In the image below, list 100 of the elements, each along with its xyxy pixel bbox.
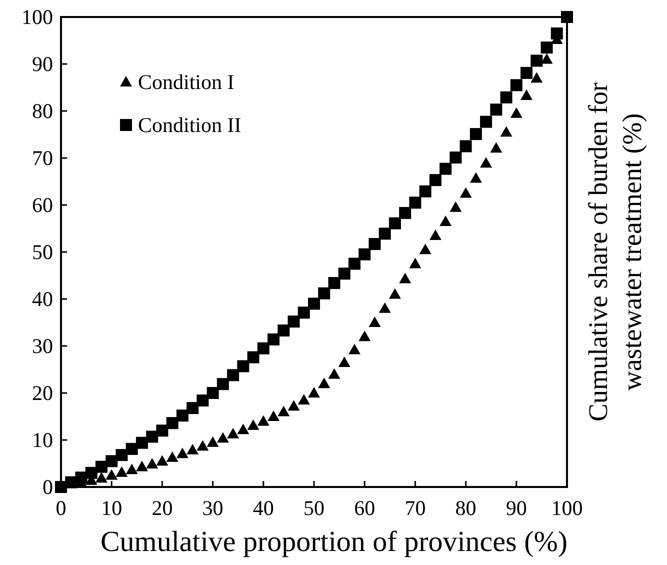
x-tick-label: 60	[354, 496, 376, 520]
point	[470, 172, 482, 183]
point	[146, 430, 158, 443]
point	[227, 369, 240, 382]
y-tick-label: 80	[32, 99, 53, 123]
point	[268, 410, 280, 421]
point	[318, 378, 330, 388]
point	[348, 344, 360, 354]
point	[388, 217, 401, 230]
point	[409, 258, 422, 268]
point	[500, 91, 512, 104]
point	[106, 455, 118, 468]
y-tick-label: 60	[32, 193, 53, 217]
y-tick-label: 70	[32, 146, 53, 170]
point	[561, 11, 573, 23]
point	[490, 104, 502, 116]
point	[308, 298, 320, 310]
point	[450, 152, 462, 164]
point	[419, 185, 432, 198]
point	[318, 287, 330, 300]
point	[520, 89, 533, 100]
y-tick-label: 90	[32, 52, 53, 76]
point	[237, 360, 250, 372]
legend-label: Condition II	[138, 113, 242, 137]
point	[106, 469, 118, 480]
point	[227, 428, 240, 438]
point	[247, 419, 260, 430]
point	[288, 400, 300, 411]
x-tick-label: 40	[252, 496, 274, 520]
point	[298, 306, 310, 319]
x-tick-label: 90	[506, 496, 527, 520]
point	[216, 432, 229, 443]
y-tick-label: 10	[32, 428, 53, 452]
point	[146, 458, 158, 468]
point	[176, 448, 188, 458]
x-tick-label: 10	[101, 496, 122, 520]
point	[116, 466, 128, 477]
point	[378, 228, 391, 240]
point	[348, 258, 360, 270]
point	[166, 417, 178, 430]
point	[328, 277, 340, 290]
point	[237, 424, 250, 434]
x-tick-label: 80	[455, 496, 476, 520]
point	[530, 54, 543, 67]
point	[278, 406, 290, 416]
point	[540, 42, 553, 54]
point	[156, 424, 168, 437]
point	[460, 140, 472, 152]
point	[156, 455, 168, 466]
point	[490, 142, 502, 153]
point	[530, 72, 543, 83]
point	[399, 206, 412, 219]
point	[126, 442, 138, 455]
point	[206, 387, 219, 399]
y-tick-label: 20	[32, 381, 53, 405]
point	[550, 27, 563, 40]
point	[196, 440, 209, 451]
y-tick-label: 40	[32, 287, 53, 311]
point	[216, 378, 229, 390]
point	[196, 394, 209, 407]
legend-label: Condition I	[138, 70, 234, 94]
point	[176, 410, 188, 422]
point	[440, 162, 452, 175]
point	[186, 444, 199, 454]
x-axis-title: Cumulative proportion of provinces (%)	[100, 526, 568, 558]
point	[368, 316, 381, 327]
point	[388, 288, 401, 299]
point	[500, 126, 512, 137]
point	[257, 342, 270, 354]
point	[206, 436, 219, 447]
point	[95, 472, 108, 483]
x-tick-label: 70	[404, 496, 426, 520]
y-tick-label: 0	[42, 475, 53, 499]
point	[278, 324, 290, 336]
point	[298, 394, 310, 405]
point	[257, 415, 270, 426]
point	[429, 174, 442, 186]
point	[358, 248, 371, 260]
point	[429, 230, 442, 240]
point	[288, 316, 300, 328]
point	[470, 128, 482, 140]
x-tick-label: 100	[551, 496, 583, 520]
point	[480, 157, 492, 168]
x-tick-label: 50	[304, 496, 324, 520]
point	[378, 302, 391, 313]
point	[116, 449, 128, 462]
point	[126, 464, 138, 474]
point	[480, 116, 492, 128]
point	[460, 187, 472, 198]
point	[136, 436, 148, 449]
point	[186, 402, 199, 414]
point	[308, 387, 320, 398]
point	[268, 333, 280, 346]
y-tick-label: 100	[22, 5, 53, 29]
point	[166, 451, 178, 462]
point	[247, 351, 260, 364]
point	[510, 79, 522, 92]
point	[409, 196, 422, 209]
point	[399, 272, 412, 284]
point	[338, 356, 350, 367]
